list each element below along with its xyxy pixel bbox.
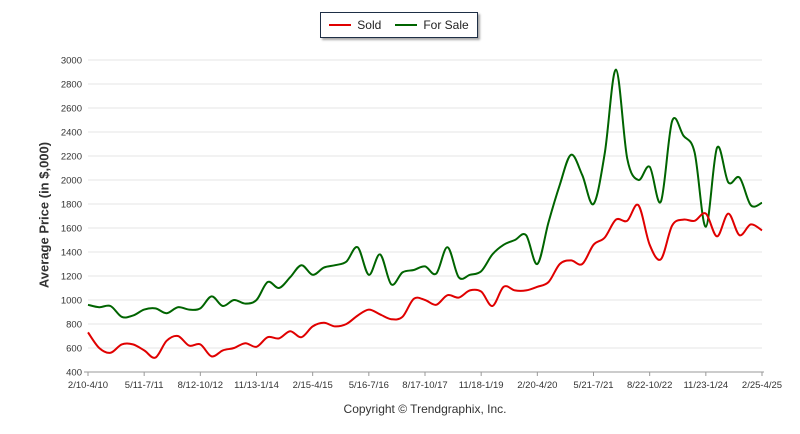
- y-tick-label: 2200: [61, 152, 82, 163]
- y-tick-label: 1600: [61, 224, 82, 235]
- x-tick-label: 8/12-10/12: [178, 380, 223, 391]
- series-line-sold: [87, 203, 763, 359]
- y-axis-title: Average Price (in $,000): [36, 141, 52, 289]
- y-tick-label: 2400: [61, 128, 82, 139]
- y-tick-labels: 400 600 800 1000 1200 1400 1600 1800 2000 2200 240…: [61, 56, 82, 379]
- x-tick-label: 5/21-7/21: [573, 380, 613, 391]
- legend-item-for-sale[interactable]: For Sale: [395, 18, 469, 32]
- legend[interactable]: Sold For Sale: [320, 12, 478, 38]
- legend-label-for-sale: For Sale: [423, 18, 469, 32]
- series-line-for-sale: [87, 68, 763, 319]
- y-tick-label: 2800: [61, 80, 82, 91]
- x-tick-label: 5/11-7/11: [125, 380, 164, 391]
- y-tick-label: 1200: [61, 272, 82, 283]
- x-tick-label: 2/25-4/25: [742, 380, 782, 391]
- y-tick-label: 1000: [61, 296, 82, 307]
- legend-label-sold: Sold: [357, 18, 382, 32]
- x-tick-label: 8/22-10/22: [627, 380, 672, 391]
- x-tick-label: 5/16-7/16: [349, 380, 389, 391]
- y-tick-label: 1400: [61, 248, 82, 259]
- x-tick-label: 2/15-4/15: [293, 380, 333, 391]
- y-tick-label: 2000: [61, 176, 82, 187]
- for-sale-line-swatch-icon: [395, 24, 418, 26]
- sold-line-swatch-icon: [329, 24, 352, 26]
- x-tick-labels: 2/10-4/10 5/11-7/11 8/12-10/12 11/13-1/14 2/…: [68, 380, 782, 391]
- y-tick-label: 400: [66, 368, 82, 379]
- x-tick-label: 11/13-1/14: [234, 380, 279, 391]
- copyright-text: Copyright © Trendgraphix, Inc.: [343, 402, 507, 416]
- x-tick-label: 8/17-10/17: [402, 380, 447, 391]
- x-tick-label: 2/20-4/20: [517, 380, 557, 391]
- y-tick-label: 800: [66, 320, 82, 331]
- grid-lines: [88, 59, 762, 373]
- series-lines: [87, 68, 763, 359]
- axes: [84, 371, 764, 376]
- x-tick-label: 2/10-4/10: [68, 380, 108, 391]
- x-tick-label: 11/18-1/19: [459, 380, 504, 391]
- y-tick-label: 3000: [61, 56, 82, 67]
- legend-item-sold[interactable]: Sold: [329, 18, 381, 32]
- y-tick-label: 1800: [61, 200, 82, 211]
- y-tick-label: 600: [66, 344, 82, 355]
- x-tick-label: 11/23-1/24: [683, 380, 728, 391]
- y-tick-label: 2600: [61, 104, 82, 115]
